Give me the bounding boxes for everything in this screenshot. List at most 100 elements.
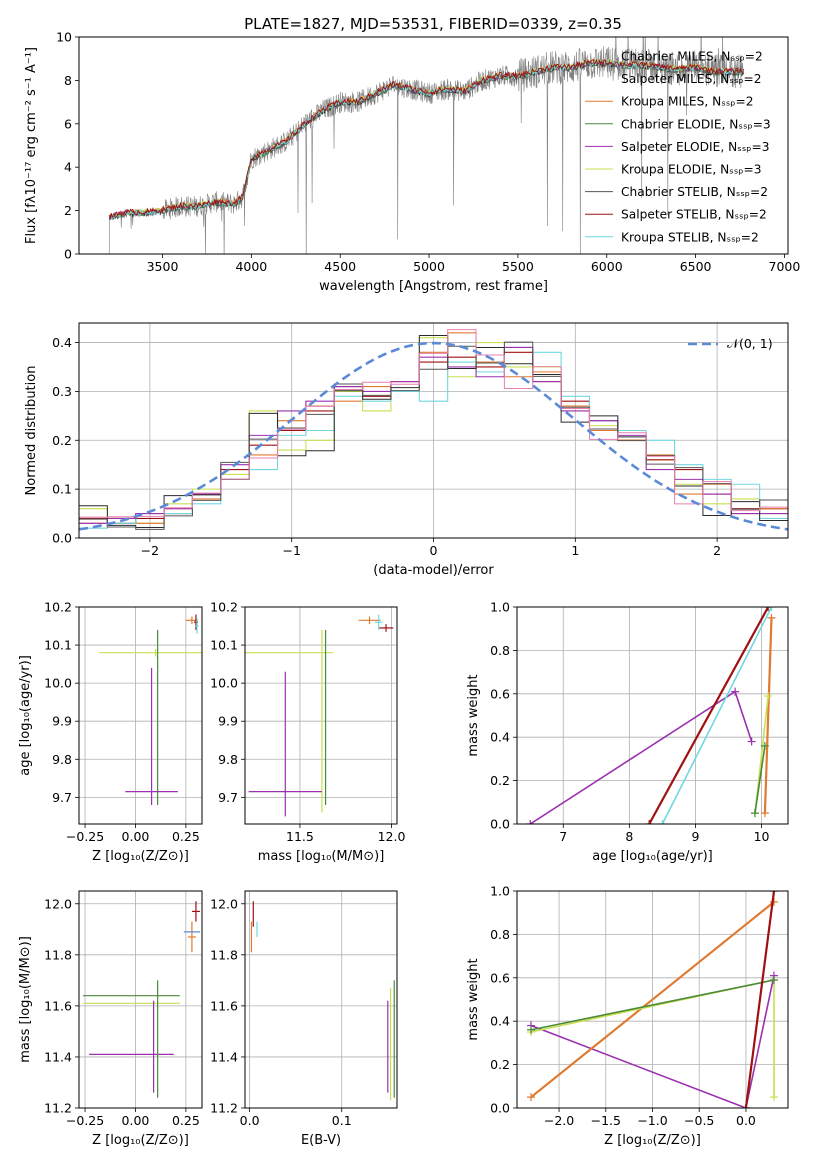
y-tick-label: 9.8 bbox=[218, 752, 238, 767]
weight-marker bbox=[769, 891, 778, 895]
y-tick-label: 9.9 bbox=[52, 714, 72, 729]
x-tick-label: 8 bbox=[625, 829, 633, 844]
legend-entry: Chabrier STELIB, Nₛₛₚ=2 bbox=[621, 185, 768, 199]
weight-marker bbox=[731, 687, 740, 696]
x-tick-label: 9 bbox=[691, 829, 699, 844]
y-tick-label: 10.2 bbox=[44, 600, 72, 615]
legend-entry: Kroupa MILES, Nₛₛₚ=2 bbox=[621, 95, 753, 109]
x-tick-label: 0.1 bbox=[332, 1113, 352, 1128]
weight-marker bbox=[526, 820, 535, 824]
x-axis-label: mass [log₁₀(M/M⊙)] bbox=[258, 849, 385, 864]
y-tick-label: 10.2 bbox=[210, 600, 238, 615]
x-tick-label: 0.25 bbox=[172, 1113, 200, 1128]
errorbar-point bbox=[187, 921, 196, 953]
x-tick-label: 0.0 bbox=[736, 1113, 756, 1128]
y-tick-label: 0.6 bbox=[490, 970, 510, 985]
plot-area bbox=[83, 901, 200, 1098]
weight-marker bbox=[769, 1093, 778, 1102]
legend-entry: Salpeter MILES, Nₛₛₚ=2 bbox=[621, 72, 761, 86]
plot-area bbox=[250, 901, 395, 1101]
plot-area bbox=[99, 614, 202, 805]
plot-area bbox=[79, 329, 788, 531]
histogram-step-extra bbox=[79, 329, 788, 518]
y-tick-label: 10.0 bbox=[210, 676, 238, 691]
axes-frame bbox=[78, 606, 203, 825]
plot-area bbox=[108, 37, 745, 254]
panel-5: 7 8 9 10 0.0 0.2 0.4 0.6 0.8 1.0 age [log₁₀(age/yr… bbox=[466, 600, 789, 864]
panel-2: −2 −1 0 1 2 0.0 0.1 0.2 0.3 0.4 (data-model)/error… bbox=[24, 322, 789, 578]
x-tick-label: 0 bbox=[430, 543, 438, 558]
weight-marker bbox=[760, 809, 769, 818]
y-tick-label: 0.4 bbox=[490, 1014, 510, 1029]
legend-entry: Salpeter STELIB, Nₛₛₚ=2 bbox=[621, 208, 767, 222]
weight-marker bbox=[527, 1093, 536, 1102]
weight-marker bbox=[747, 737, 756, 746]
x-tick-label: 1 bbox=[571, 543, 579, 558]
histogram-step-extra bbox=[79, 334, 788, 528]
x-tick-label: 0.25 bbox=[172, 829, 200, 844]
panel-8: −2.0 −1.5 −1.0 −0.5 0.0 0.0 0.2 0.4 0.6 0.8 1.0 Z [… bbox=[466, 884, 789, 1148]
y-tick-label: 0.4 bbox=[52, 335, 72, 350]
y-tick-label: 9.9 bbox=[218, 714, 238, 729]
axes-frame bbox=[78, 890, 203, 1109]
panel-3: −0.25 0.00 0.25 9.7 9.8 9.9 10.0 10.1 10.2 Z [log… bbox=[18, 600, 203, 864]
y-tick-label: 0.2 bbox=[52, 433, 72, 448]
y-tick-label: 10.1 bbox=[44, 638, 72, 653]
x-axis-label: (data-model)/error bbox=[373, 563, 494, 578]
x-axis-label: Z [log₁₀(Z/Z⊙)] bbox=[92, 1133, 189, 1148]
legend-entry: Kroupa ELODIE, Nₛₛₚ=3 bbox=[621, 163, 761, 177]
weight-line-kroupa-miles bbox=[763, 617, 773, 814]
axes-frame bbox=[78, 36, 789, 255]
model-spectrum-salpeter-stelib bbox=[109, 58, 745, 220]
y-tick-label: 6 bbox=[64, 116, 72, 131]
y-axis-label: mass [log₁₀(M/M⊙)] bbox=[18, 936, 33, 1063]
axes-frame bbox=[516, 890, 789, 1109]
y-tick-label: 12.0 bbox=[44, 896, 72, 911]
axes-frame bbox=[516, 606, 789, 825]
grid bbox=[79, 323, 788, 539]
weight-line-salpeter-stelib bbox=[744, 891, 776, 1108]
y-tick-label: 4 bbox=[64, 160, 72, 175]
y-tick-label: 0.0 bbox=[490, 1101, 510, 1116]
x-tick-label: 5500 bbox=[502, 259, 534, 274]
legend-entry: 𝒩(0, 1) bbox=[727, 336, 773, 351]
grid bbox=[517, 606, 788, 825]
y-tick-label: 11.4 bbox=[44, 1049, 72, 1064]
errorbar-point bbox=[191, 901, 200, 922]
histogram-step-kroupa-miles bbox=[79, 332, 788, 524]
y-tick-label: 0 bbox=[64, 247, 72, 262]
x-tick-label: 4500 bbox=[324, 259, 356, 274]
y-tick-label: 0.6 bbox=[490, 686, 510, 701]
grid bbox=[79, 891, 202, 1109]
y-tick-label: 11.8 bbox=[210, 947, 238, 962]
y-axis-label: age [log₁₀(age/yr)] bbox=[18, 655, 33, 776]
x-tick-label: −2 bbox=[141, 543, 159, 558]
y-tick-label: 9.7 bbox=[218, 790, 238, 805]
x-axis-label: Z [log₁₀(Z/Z⊙)] bbox=[604, 1133, 701, 1148]
legend-entry: Chabrier ELODIE, Nₛₛₚ=3 bbox=[621, 117, 771, 131]
x-tick-label: 5000 bbox=[413, 259, 445, 274]
weight-marker bbox=[741, 1104, 750, 1108]
x-axis-label: age [log₁₀(age/yr)] bbox=[592, 849, 713, 864]
x-tick-label: 7 bbox=[559, 829, 567, 844]
y-tick-label: 11.6 bbox=[210, 998, 238, 1013]
y-tick-label: 0.3 bbox=[52, 384, 72, 399]
weight-marker bbox=[658, 820, 667, 824]
x-tick-label: 2 bbox=[713, 543, 721, 558]
figure-title: PLATE=1827, MJD=53531, FIBERID=0339, z=0… bbox=[244, 15, 622, 33]
x-tick-label: 0.00 bbox=[122, 1113, 150, 1128]
histogram-step-extra bbox=[79, 341, 788, 530]
x-tick-label: 11.5 bbox=[286, 829, 314, 844]
x-tick-label: −0.25 bbox=[66, 829, 104, 844]
weight-marker bbox=[750, 809, 759, 818]
y-tick-label: 2 bbox=[64, 203, 72, 218]
y-tick-label: 10 bbox=[56, 30, 72, 45]
y-tick-label: 10.0 bbox=[44, 676, 72, 691]
weight-line-salpeter-stelib bbox=[648, 607, 770, 824]
x-tick-label: 7000 bbox=[769, 259, 801, 274]
y-tick-label: 1.0 bbox=[490, 884, 510, 899]
weight-marker bbox=[764, 691, 773, 700]
panel-4: 11.5 12.0 9.7 9.8 9.9 10.0 10.1 10.2 mass [log₁₀… bbox=[210, 600, 405, 865]
plot-area bbox=[245, 614, 394, 817]
